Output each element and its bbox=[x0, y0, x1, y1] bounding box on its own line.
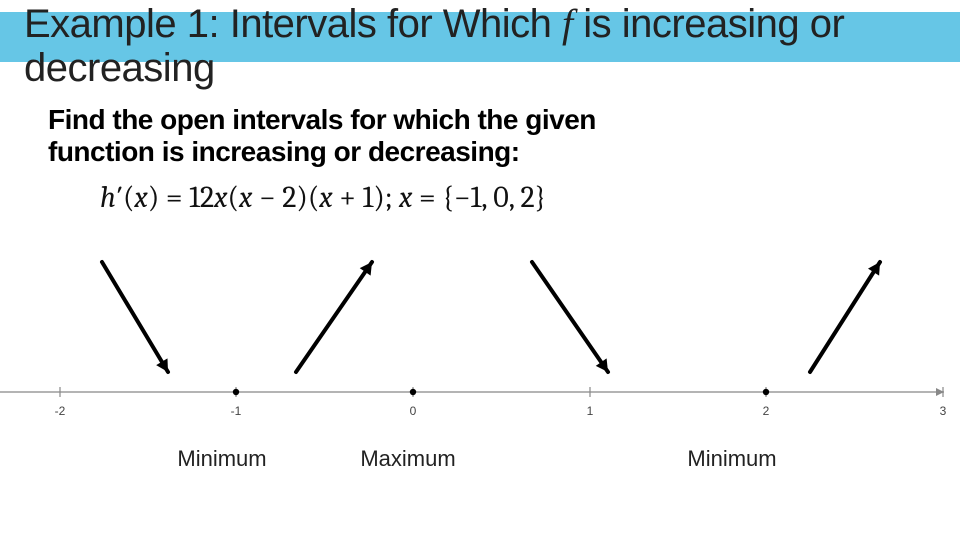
tick-label: 2 bbox=[763, 404, 770, 418]
tick-label: -2 bbox=[55, 404, 66, 418]
label-min-right: Minimum bbox=[687, 446, 776, 472]
label-max-mid: Maximum bbox=[360, 446, 455, 472]
arrow-dec-left bbox=[102, 262, 168, 372]
number-line-axis bbox=[0, 380, 960, 420]
tick-label: 0 bbox=[410, 404, 417, 418]
arrow-dec-mid2 bbox=[532, 262, 608, 372]
tick-label: 1 bbox=[587, 404, 594, 418]
tick-label: -1 bbox=[231, 404, 242, 418]
arrow-inc-mid1 bbox=[296, 262, 372, 372]
number-line: -2 -1 0 1 2 3 bbox=[0, 380, 960, 450]
arrow-inc-right bbox=[810, 262, 880, 372]
behavior-arrows bbox=[0, 0, 960, 540]
label-min-left: Minimum bbox=[177, 446, 266, 472]
tick-label: 3 bbox=[940, 404, 947, 418]
